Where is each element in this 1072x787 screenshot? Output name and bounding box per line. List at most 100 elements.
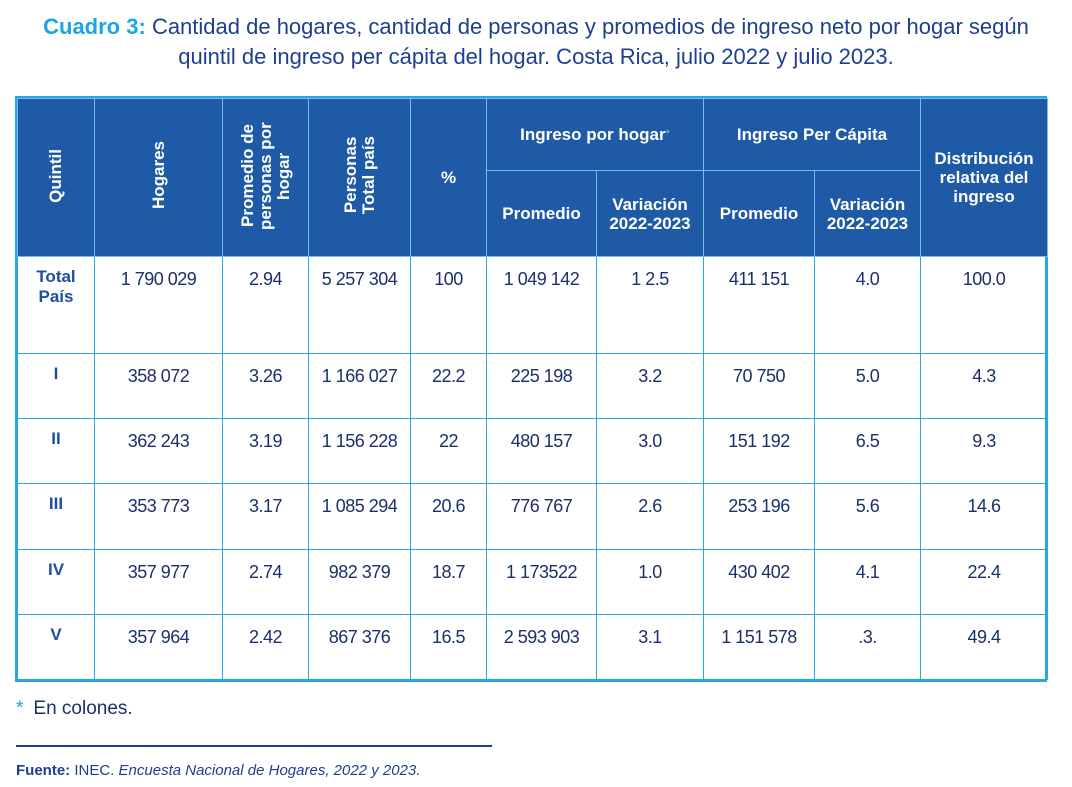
- cell-ih-variacion: 2.6: [596, 483, 704, 550]
- cell-ipc-variacion: .3.: [814, 613, 921, 681]
- cell-ih-variacion: 1 2.5: [596, 256, 704, 354]
- cell-quintil: IV: [17, 548, 95, 615]
- cell-ih-promedio: 225 198: [486, 352, 597, 420]
- data-table-frame: Quintil Hogares Promedio de personas por…: [15, 96, 1048, 682]
- cell-ipc-variacion: 6.5: [814, 418, 921, 485]
- cell-hogares: 362 243: [94, 418, 223, 485]
- cell-promedio-personas: 3.26: [222, 352, 309, 420]
- header-promedio-personas-label: Promedio de personas por hogar: [237, 121, 293, 230]
- cell-ih-promedio: 480 157: [486, 418, 597, 485]
- cell-personas: 982 379: [308, 548, 411, 615]
- cell-quintil: I: [17, 352, 95, 420]
- cell-distribucion: 14.6: [920, 483, 1048, 550]
- cell-ipc-variacion: 4.1: [814, 548, 921, 615]
- cell-personas: 1 166 027: [308, 352, 411, 420]
- cell-personas: 5 257 304: [308, 256, 411, 354]
- cell-ih-promedio: 2 593 903: [486, 613, 597, 681]
- cell-distribucion: 100.0: [920, 256, 1048, 354]
- header-quintil-label: Quintil: [46, 148, 65, 203]
- cell-pct: 22.2: [410, 352, 487, 420]
- header-ipc-variacion-line1: Variación: [829, 194, 906, 214]
- header-ingreso-hogar-label: Ingreso por hogar: [520, 125, 666, 144]
- header-promedio-personas: Promedio de personas por hogar: [222, 98, 309, 257]
- cell-personas: 1 085 294: [308, 483, 411, 550]
- header-hogares-label: Hogares: [148, 141, 168, 210]
- cell-ipc-promedio: 1 151 578: [703, 613, 815, 681]
- cell-promedio-personas: 3.19: [222, 418, 309, 485]
- header-ingreso-hogar: Ingreso por hogar*: [486, 98, 704, 171]
- header-hogares: Hogares: [94, 98, 223, 257]
- header-pct: %: [410, 98, 487, 257]
- cell-ih-promedio: 1 173522: [486, 548, 597, 615]
- cell-quintil: V: [17, 613, 95, 681]
- cell-pct: 18.7: [410, 548, 487, 615]
- cell-personas: 867 376: [308, 613, 411, 681]
- header-distribucion: Distribución relativa del ingreso: [920, 98, 1048, 257]
- cell-pct: 16.5: [410, 613, 487, 681]
- table-row: II 362 243 3.19 1 156 228 22 480 157 3.0…: [17, 418, 1048, 485]
- cell-ih-variacion: 3.2: [596, 352, 704, 420]
- table-row: I 358 072 3.26 1 166 027 22.2 225 198 3.…: [17, 352, 1048, 420]
- cell-ih-variacion: 1.0: [596, 548, 704, 615]
- cell-ipc-promedio: 70 750: [703, 352, 815, 420]
- cell-promedio-personas: 2.94: [222, 256, 309, 354]
- table-row: III 353 773 3.17 1 085 294 20.6 776 767 …: [17, 483, 1048, 550]
- cell-hogares: 357 964: [94, 613, 223, 681]
- cell-distribucion: 9.3: [920, 418, 1048, 485]
- cell-hogares: 358 072: [94, 352, 223, 420]
- footnote-mark: *: [16, 698, 24, 719]
- source-label: Fuente:: [16, 762, 71, 779]
- cell-pct: 100: [410, 256, 487, 354]
- source-org: INEC.: [74, 762, 115, 779]
- cell-quintil: III: [17, 483, 95, 550]
- cell-hogares: 353 773: [94, 483, 223, 550]
- cell-promedio-personas: 2.74: [222, 548, 309, 615]
- cell-ipc-variacion: 4.0: [814, 256, 921, 354]
- header-ingreso-hogar-mark: *: [665, 128, 670, 140]
- footnote: * En colones.: [16, 698, 133, 720]
- cell-ipc-promedio: 151 192: [703, 418, 815, 485]
- header-ipc-variacion-line2: 2022-2023: [826, 213, 909, 233]
- cell-pct: 22: [410, 418, 487, 485]
- source-divider: [16, 745, 492, 747]
- header-personas-line1: Personas: [340, 137, 360, 214]
- cell-distribucion: 4.3: [920, 352, 1048, 420]
- table-number-label: Cuadro 3:: [43, 14, 146, 39]
- cell-ipc-variacion: 5.6: [814, 483, 921, 550]
- cell-promedio-personas: 2.42: [222, 613, 309, 681]
- cell-pct: 20.6: [410, 483, 487, 550]
- cell-ih-promedio: 1 049 142: [486, 256, 597, 354]
- table-row: Total País 1 790 029 2.94 5 257 304 100 …: [17, 256, 1048, 354]
- header-personas-line2: Total país: [358, 136, 378, 215]
- cell-ipc-promedio: 411 151: [703, 256, 815, 354]
- header-personas: Personas Total país: [308, 98, 411, 257]
- header-personas-label: Personas Total país: [340, 136, 378, 215]
- source-publication: Encuesta Nacional de Hogares, 2022 y 202…: [118, 762, 421, 779]
- source-line: Fuente: INEC. Encuesta Nacional de Hogar…: [16, 762, 420, 779]
- cell-quintil: Total País: [17, 256, 95, 354]
- header-ingreso-per-capita: Ingreso Per Cápita: [703, 98, 921, 171]
- table-title: Cuadro 3: Cantidad de hogares, cantidad …: [20, 12, 1052, 72]
- income-quintile-table: Quintil Hogares Promedio de personas por…: [17, 98, 1048, 681]
- cell-hogares: 1 790 029: [94, 256, 223, 354]
- table-row: V 357 964 2.42 867 376 16.5 2 593 903 3.…: [17, 613, 1048, 681]
- table-title-text: Cantidad de hogares, cantidad de persona…: [151, 14, 1029, 69]
- cell-quintil: II: [17, 418, 95, 485]
- footnote-text: En colones.: [33, 698, 133, 719]
- header-ih-variacion-line2: 2022-2023: [609, 213, 691, 233]
- cell-ih-variacion: 3.1: [596, 613, 704, 681]
- header-ipc-variacion: Variación 2022-2023: [814, 170, 921, 257]
- cell-promedio-personas: 3.17: [222, 483, 309, 550]
- header-ih-variacion-line1: Variación: [612, 194, 688, 214]
- header-ipc-promedio: Promedio: [703, 170, 815, 257]
- cell-distribucion: 22.4: [920, 548, 1048, 615]
- cell-ipc-promedio: 253 196: [703, 483, 815, 550]
- cell-distribucion: 49.4: [920, 613, 1048, 681]
- cell-ipc-promedio: 430 402: [703, 548, 815, 615]
- table-row: IV 357 977 2.74 982 379 18.7 1 173522 1.…: [17, 548, 1048, 615]
- header-quintil: Quintil: [17, 98, 95, 257]
- cell-ih-variacion: 3.0: [596, 418, 704, 485]
- header-ih-promedio: Promedio: [486, 170, 597, 257]
- cell-ih-promedio: 776 767: [486, 483, 597, 550]
- header-ih-variacion: Variación 2022-2023: [596, 170, 704, 257]
